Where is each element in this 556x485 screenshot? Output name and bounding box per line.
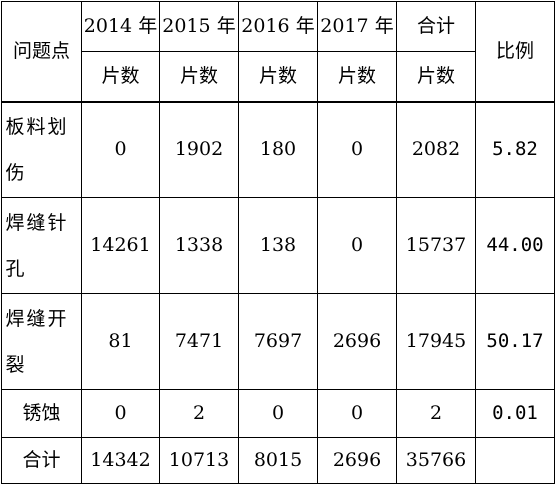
cell-2015: 1338 — [159, 197, 239, 294]
cell-2016: 180 — [238, 101, 318, 198]
cell-2014: 81 — [81, 293, 160, 390]
table-row: 锈蚀 0 2 0 0 2 0.01 — [1, 389, 555, 438]
cell-2016: 0 — [238, 389, 318, 438]
row-label: 焊缝针孔 — [1, 197, 82, 294]
row-label: 锈蚀 — [1, 389, 82, 438]
cell-total: 2 — [396, 389, 476, 438]
total-2015: 10713 — [159, 437, 239, 484]
cell-ratio: 0.01 — [475, 389, 555, 438]
header-row-years: 问题点 2014 年 2015 年 2016 年 2017 年 合计 比例 — [1, 1, 555, 103]
totals-row: 合计 14342 10713 8015 2696 35766 — [1, 437, 555, 484]
table-row: 焊缝针孔 14261 1338 138 0 15737 44.00 — [1, 197, 555, 294]
cell-2015: 2 — [159, 389, 239, 438]
cell-ratio: 5.82 — [475, 101, 555, 198]
unit-label-2014: 片数 — [81, 51, 160, 103]
header-year-2014: 2014 年 — [81, 1, 160, 52]
unit-label-2017: 片数 — [317, 51, 397, 103]
total-ratio — [475, 437, 555, 484]
row-label-text: 板料划伤 — [5, 115, 69, 184]
header-ratio: 比例 — [475, 1, 555, 103]
unit-label-2015: 片数 — [159, 51, 239, 103]
cell-total: 2082 — [396, 101, 476, 198]
grand-total: 35766 — [396, 437, 476, 484]
cell-2015: 7471 — [159, 293, 239, 390]
row-label: 焊缝开裂 — [1, 293, 82, 390]
table-row: 板料划伤 0 1902 180 0 2082 5.82 — [1, 101, 555, 198]
unit-label-2016: 片数 — [238, 51, 318, 103]
row-label-text: 焊缝开裂 — [5, 307, 69, 376]
cell-ratio: 44.00 — [475, 197, 555, 294]
cell-2015: 1902 — [159, 101, 239, 198]
header-year-2017: 2017 年 — [317, 1, 397, 52]
table-row: 焊缝开裂 81 7471 7697 2696 17945 50.17 — [1, 293, 555, 390]
unit-label-total: 片数 — [396, 51, 476, 103]
totals-label: 合计 — [1, 437, 82, 484]
cell-total: 15737 — [396, 197, 476, 294]
cell-2014: 0 — [81, 389, 160, 438]
header-total: 合计 — [396, 1, 476, 52]
row-label-text: 焊缝针孔 — [5, 211, 69, 280]
cell-2016: 138 — [238, 197, 318, 294]
total-2016: 8015 — [238, 437, 318, 484]
total-2014: 14342 — [81, 437, 160, 484]
total-2017: 2696 — [317, 437, 397, 484]
cell-2016: 7697 — [238, 293, 318, 390]
cell-total: 17945 — [396, 293, 476, 390]
cell-2017: 0 — [317, 389, 397, 438]
header-problem-point: 问题点 — [1, 1, 82, 103]
cell-2014: 14261 — [81, 197, 160, 294]
header-row-units: 片数 片数 片数 片数 片数 — [2, 51, 555, 103]
cell-ratio: 50.17 — [475, 293, 555, 390]
header-year-2016: 2016 年 — [238, 1, 318, 52]
cell-2017: 0 — [317, 197, 397, 294]
cell-2017: 2696 — [317, 293, 397, 390]
row-label: 板料划伤 — [1, 101, 82, 198]
cell-2017: 0 — [317, 101, 397, 198]
header-year-2015: 2015 年 — [159, 1, 239, 52]
cell-2014: 0 — [81, 101, 160, 198]
